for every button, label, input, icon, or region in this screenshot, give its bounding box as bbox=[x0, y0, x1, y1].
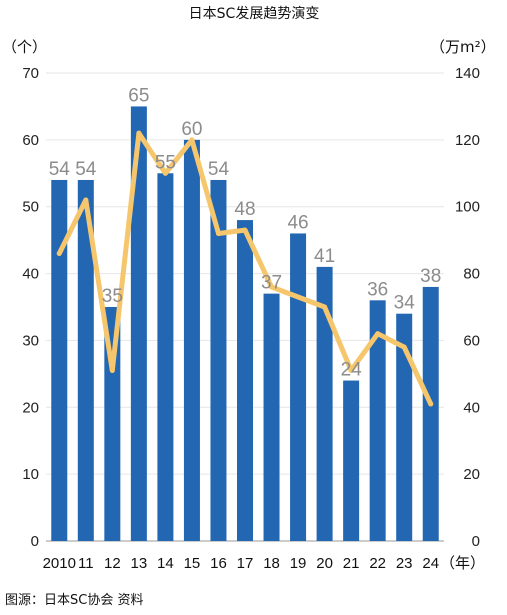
line-point bbox=[322, 304, 328, 310]
left-axis-ticks: 0 10 20 30 40 50 60 70 bbox=[22, 65, 39, 550]
line-point bbox=[83, 197, 89, 203]
left-tick-label: 30 bbox=[22, 332, 39, 349]
data-label: 36 bbox=[367, 279, 388, 300]
bar bbox=[183, 139, 200, 541]
bar bbox=[157, 173, 174, 542]
left-axis-unit: （个） bbox=[2, 38, 47, 56]
data-label: 55 bbox=[155, 152, 176, 173]
bar bbox=[396, 313, 413, 541]
right-tick-label: 140 bbox=[455, 65, 480, 82]
x-tick-label: 19 bbox=[290, 555, 307, 572]
data-label: 54 bbox=[75, 159, 97, 180]
left-tick-label: 0 bbox=[31, 533, 39, 550]
bar bbox=[343, 380, 360, 541]
bar bbox=[263, 293, 280, 541]
line-point bbox=[401, 344, 407, 350]
left-tick-label: 10 bbox=[22, 466, 39, 483]
line-point bbox=[242, 227, 248, 233]
bar bbox=[210, 179, 227, 541]
x-tick-label: 12 bbox=[104, 555, 121, 572]
data-label: 48 bbox=[234, 199, 255, 220]
bar bbox=[51, 179, 68, 541]
data-label: 60 bbox=[181, 119, 202, 140]
x-tick-label: 13 bbox=[131, 555, 148, 572]
data-label: 35 bbox=[102, 286, 123, 307]
line-point bbox=[162, 170, 168, 176]
line-point bbox=[56, 251, 62, 257]
bar bbox=[369, 300, 386, 541]
line-series bbox=[56, 130, 434, 407]
data-label: 38 bbox=[420, 266, 441, 287]
left-tick-label: 50 bbox=[22, 199, 39, 216]
right-tick-label: 120 bbox=[455, 132, 480, 149]
x-tick-label: 11 bbox=[78, 555, 94, 572]
bar bbox=[77, 179, 94, 541]
left-tick-label: 20 bbox=[22, 399, 39, 416]
line-point bbox=[375, 331, 381, 337]
line-point bbox=[136, 130, 142, 136]
left-tick-label: 60 bbox=[22, 132, 39, 149]
line-point bbox=[428, 401, 434, 407]
x-tick-label: 18 bbox=[263, 555, 280, 572]
x-tick-label: 15 bbox=[184, 555, 201, 572]
x-tick-label: 21 bbox=[343, 555, 360, 572]
x-tick-label: 22 bbox=[369, 555, 386, 572]
bar bbox=[290, 233, 307, 541]
data-label: 41 bbox=[314, 246, 335, 267]
x-axis-unit: （年） bbox=[440, 555, 485, 572]
data-label: 34 bbox=[394, 293, 416, 314]
bar bbox=[316, 266, 333, 541]
line-point bbox=[269, 284, 275, 290]
bar bbox=[130, 106, 147, 541]
chart-title: 日本SC发展趋势演变 bbox=[189, 6, 320, 22]
line-point bbox=[348, 368, 354, 374]
right-tick-label: 60 bbox=[463, 332, 480, 349]
left-tick-label: 40 bbox=[22, 266, 39, 283]
x-tick-label: 2010 bbox=[43, 555, 76, 572]
data-label: 54 bbox=[208, 159, 230, 180]
x-tick-label: 24 bbox=[422, 555, 439, 572]
data-label: 65 bbox=[128, 85, 149, 106]
right-axis-unit: （万m²） bbox=[430, 38, 496, 56]
line-point bbox=[189, 137, 195, 143]
x-tick-label: 23 bbox=[396, 555, 413, 572]
line-point bbox=[109, 368, 115, 374]
left-tick-label: 70 bbox=[22, 65, 39, 82]
right-tick-label: 80 bbox=[463, 266, 480, 283]
bar bbox=[237, 220, 253, 542]
x-tick-label: 16 bbox=[210, 555, 227, 572]
x-tick-label: 20 bbox=[316, 555, 333, 572]
bar bbox=[104, 307, 121, 541]
data-label: 54 bbox=[49, 159, 71, 180]
data-label: 37 bbox=[261, 273, 282, 294]
x-axis-ticks: 2010 11 12 13 14 15 16 17 18 19 20 21 22 23 24 bbox=[43, 555, 439, 572]
right-tick-label: 40 bbox=[463, 399, 480, 416]
right-axis-ticks: 0 20 40 60 80 100 120 140 bbox=[455, 65, 480, 550]
data-label: 24 bbox=[341, 360, 363, 381]
x-tick-label: 17 bbox=[237, 555, 254, 572]
right-tick-label: 100 bbox=[455, 199, 480, 216]
line-point bbox=[295, 294, 301, 300]
right-tick-label: 0 bbox=[472, 533, 480, 550]
source-note: 图源：日本SC协会 资料 bbox=[5, 593, 143, 608]
x-tick-label: 14 bbox=[157, 555, 174, 572]
right-tick-label: 20 bbox=[463, 466, 480, 483]
line-point bbox=[215, 230, 221, 236]
data-label: 46 bbox=[287, 212, 308, 233]
bar bbox=[422, 286, 439, 541]
bar-series bbox=[51, 106, 439, 542]
